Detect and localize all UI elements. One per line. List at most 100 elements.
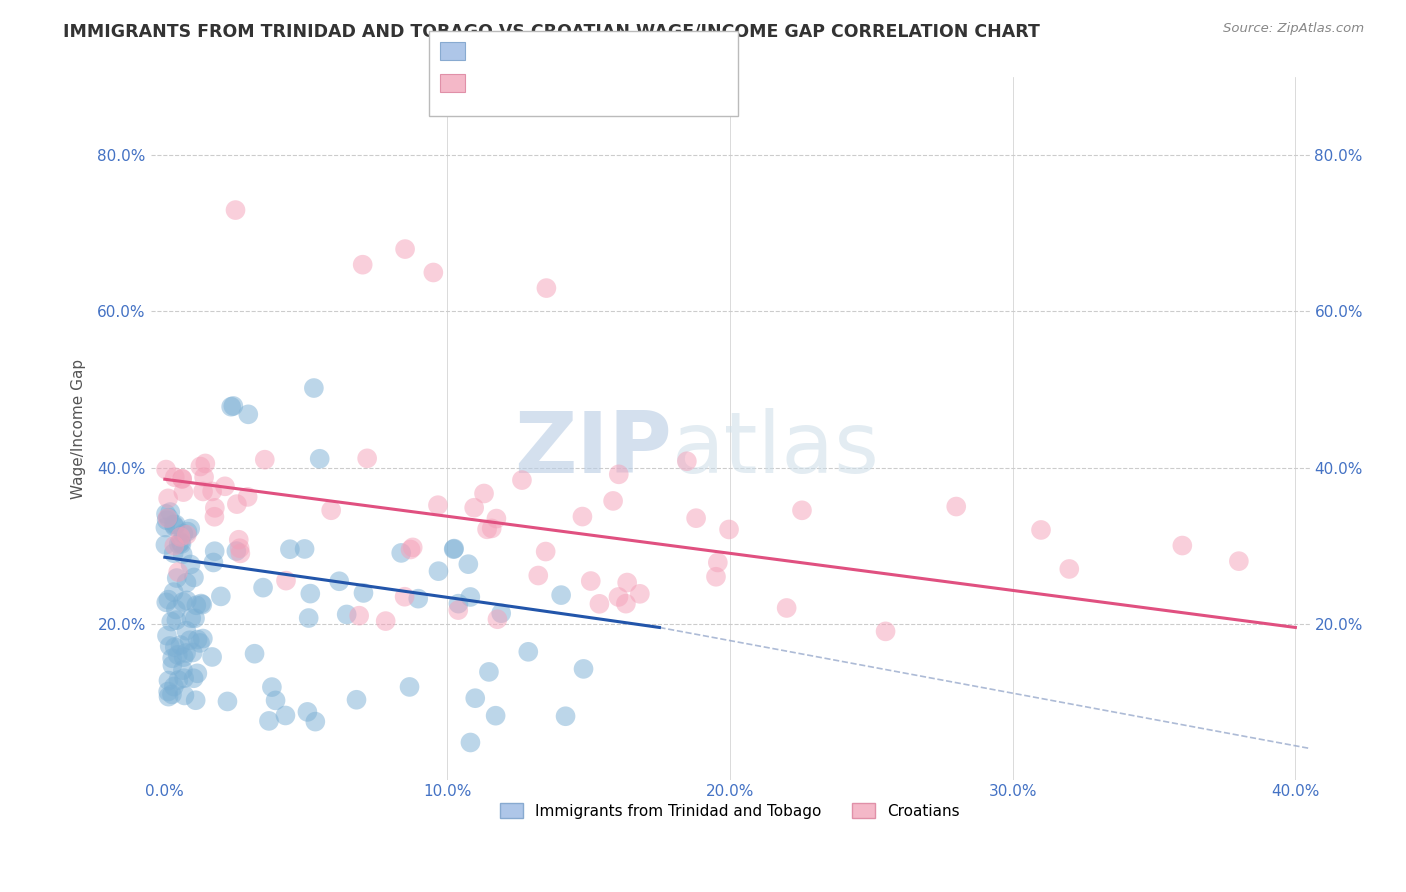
Point [707,556,730,570]
Point [464,691,486,706]
Point [229,546,252,560]
Text: N =: N = [579,76,613,90]
Legend: Immigrants from Trinidad and Tobago, Croatians: Immigrants from Trinidad and Tobago, Cro… [494,797,966,824]
Point [527,568,550,582]
Point [214,479,236,493]
Point [224,203,246,218]
Point [257,714,280,728]
Point [173,650,195,665]
Point [353,586,375,600]
Point [173,671,195,685]
Text: R =: R = [474,76,508,90]
Point [186,666,208,681]
Point [571,509,593,524]
Point [179,522,201,536]
Point [176,575,198,590]
Point [718,523,741,537]
Point [447,603,470,617]
Point [614,597,637,611]
Point [534,544,557,558]
Point [169,638,191,652]
Point [167,537,190,551]
Point [485,708,508,723]
Point [157,510,180,524]
Text: R =: R = [474,44,508,58]
Point [1227,554,1250,568]
Point [294,541,316,556]
Point [485,511,508,525]
Point [394,242,416,256]
Point [443,541,465,556]
Point [186,599,208,613]
Point [481,521,503,535]
Point [162,658,184,673]
Point [157,684,180,698]
Point [243,647,266,661]
Point [170,537,193,551]
Point [475,522,498,536]
Point [184,693,207,707]
Text: N =: N = [579,44,613,58]
Point [875,624,897,639]
Point [222,399,245,413]
Point [179,633,201,648]
Point [187,632,209,647]
Point [945,500,967,514]
Point [155,462,177,476]
Point [704,570,727,584]
Point [156,629,179,643]
Point [472,486,495,500]
Text: atlas: atlas [672,408,880,491]
Point [486,612,509,626]
Point [173,689,195,703]
Point [204,509,226,524]
Point [399,542,422,557]
Point [163,539,186,553]
Point [157,592,180,607]
Point [260,680,283,694]
Point [1029,523,1052,537]
Point [406,591,429,606]
Point [457,557,479,571]
Point [169,530,191,544]
Point [536,281,558,295]
Point [346,692,368,706]
Point [356,451,378,466]
Point [193,470,215,484]
Point [228,533,250,547]
Point [159,639,181,653]
Point [163,470,186,484]
Point [489,606,512,620]
Point [157,673,180,688]
Point [228,541,250,556]
Point [191,484,214,499]
Point [236,490,259,504]
Point [209,590,232,604]
Point [180,611,202,625]
Point [299,586,322,600]
Point [160,615,183,629]
Point [278,542,301,557]
Point [274,708,297,723]
Point [160,687,183,701]
Point [443,542,465,557]
Point [172,595,194,609]
Point [155,538,177,552]
Point [156,513,179,527]
Point [163,520,186,534]
Point [172,526,194,541]
Point [398,680,420,694]
Point [321,503,343,517]
Point [676,454,699,468]
Point [616,575,638,590]
Point [162,517,184,532]
Point [170,535,193,549]
Point [374,614,396,628]
Point [572,662,595,676]
Point [225,497,247,511]
Point [165,613,187,627]
Point [302,381,325,395]
Point [194,457,217,471]
Point [274,574,297,588]
Point [180,558,202,572]
